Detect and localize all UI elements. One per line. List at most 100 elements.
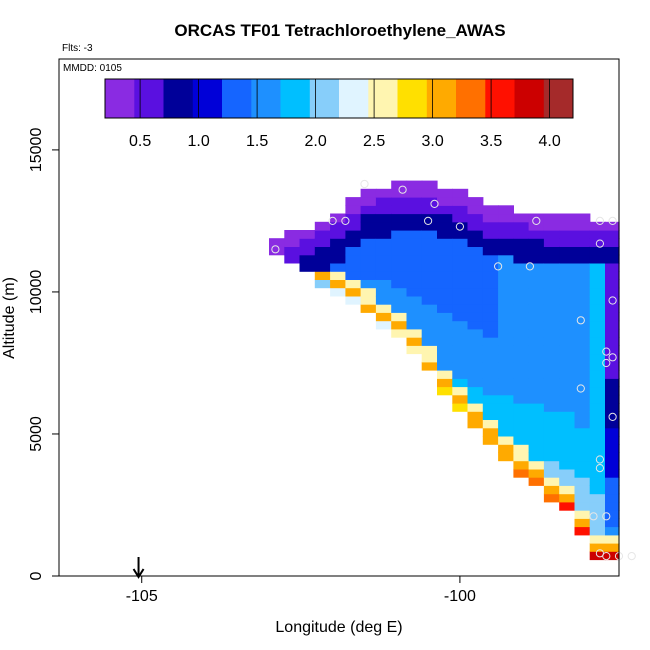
- heatmap-cell: [406, 304, 423, 313]
- heatmap-cell: [574, 411, 591, 420]
- heatmap-cell: [528, 345, 545, 355]
- heatmap-cell: [589, 543, 606, 552]
- heatmap-cell: [589, 510, 606, 519]
- heatmap-cell: [559, 328, 576, 338]
- heatmap-cell: [543, 238, 560, 247]
- heatmap-cell: [437, 295, 453, 305]
- heatmap-cell: [605, 411, 620, 420]
- heatmap-cell: [543, 403, 560, 412]
- heatmap-cell: [330, 287, 346, 297]
- heatmap-cell: [437, 213, 453, 223]
- heatmap-cell: [498, 263, 514, 272]
- heatmap-cell: [452, 304, 469, 313]
- heatmap-cell: [406, 345, 423, 355]
- heatmap-cell: [345, 295, 362, 305]
- heatmap-cell: [528, 230, 545, 239]
- heatmap-cell: [574, 279, 591, 289]
- colorbar-segment: [222, 79, 252, 118]
- heatmap-cell: [605, 386, 620, 396]
- heatmap-cell: [299, 230, 316, 239]
- heatmap-cell: [528, 386, 545, 396]
- heatmap-cell: [589, 526, 606, 536]
- heatmap-cell: [452, 361, 469, 371]
- heatmap-cell: [574, 452, 591, 462]
- heatmap-cell: [589, 328, 606, 338]
- heatmap-cell: [513, 460, 530, 470]
- heatmap-cell: [421, 328, 438, 338]
- heatmap-cell: [467, 386, 484, 396]
- heatmap-cell: [482, 295, 499, 305]
- x-axis-label: Longitude (deg E): [275, 619, 402, 636]
- heatmap-cell: [543, 485, 560, 495]
- observation-point: [430, 199, 439, 208]
- heatmap-cell: [452, 263, 469, 272]
- heatmap-cell: [498, 419, 514, 429]
- heatmap-cell: [589, 468, 606, 478]
- heatmap-cell: [589, 345, 606, 355]
- heatmap-cell: [375, 221, 392, 231]
- heatmap-cell: [437, 287, 453, 297]
- colorbar-segment: [339, 79, 369, 118]
- heatmap-cell: [391, 188, 408, 198]
- heatmap-cell: [498, 295, 514, 305]
- heatmap-cell: [513, 444, 530, 453]
- observation-point: [602, 512, 611, 521]
- heatmap-cell: [589, 271, 606, 280]
- heatmap-cell: [513, 411, 530, 420]
- heatmap-cell: [482, 386, 499, 396]
- colorbar-segment: [456, 79, 486, 118]
- heatmap-cell: [574, 460, 591, 470]
- heatmap-cell: [314, 254, 331, 264]
- heatmap-cell: [559, 320, 576, 330]
- heatmap-cell: [467, 304, 484, 313]
- heatmap-cell: [513, 328, 530, 338]
- heatmap-cell: [314, 279, 331, 289]
- heatmap-cell: [437, 337, 453, 346]
- heatmap-cell: [528, 403, 545, 412]
- colorbar-segment: [426, 79, 457, 118]
- heatmap-cell: [498, 205, 514, 215]
- heatmap-cell: [528, 460, 545, 470]
- heatmap-cell: [559, 353, 576, 363]
- heatmap-cell: [437, 353, 453, 363]
- heatmap-cell: [559, 411, 576, 420]
- heatmap-cell: [528, 328, 545, 338]
- heatmap-cell: [437, 205, 453, 215]
- heatmap-cell: [574, 328, 591, 338]
- heatmap-cell: [589, 353, 606, 363]
- heatmap-cell: [421, 254, 438, 264]
- heatmap-cell: [360, 230, 377, 239]
- heatmap-cell: [605, 230, 620, 239]
- heatmap-cell: [589, 403, 606, 412]
- heatmap-cell: [574, 493, 591, 503]
- heatmap-cell: [513, 221, 530, 231]
- heatmap-cell: [605, 328, 620, 338]
- heatmap-cell: [543, 386, 560, 396]
- heatmap-cell: [513, 230, 530, 239]
- heatmap-cell: [482, 287, 499, 297]
- observation-point: [595, 239, 605, 248]
- observation-point: [576, 316, 585, 325]
- heatmap-cell: [345, 230, 362, 239]
- heatmap-cell: [467, 271, 484, 280]
- heatmap-cell: [574, 394, 591, 404]
- heatmap-cell: [574, 386, 591, 396]
- heatmap-cell: [513, 263, 530, 272]
- heatmap-cell: [543, 444, 560, 453]
- heatmap-cell: [406, 246, 423, 256]
- heatmap-cell: [467, 279, 484, 289]
- y-tick-label: 0: [28, 571, 45, 580]
- heatmap-cell: [543, 213, 560, 223]
- heatmap-cell: [482, 312, 499, 322]
- heatmap-cell: [467, 394, 484, 404]
- colorbar-segment: [368, 79, 398, 118]
- heatmap-cell: [513, 394, 530, 404]
- heatmap-cell: [452, 230, 469, 239]
- heatmap-cell: [391, 238, 408, 247]
- heatmap-cell: [375, 279, 392, 289]
- heatmap-cell: [482, 436, 499, 445]
- heatmap-cell: [391, 180, 408, 190]
- heatmap-cell: [513, 378, 530, 388]
- heatmap-cell: [528, 238, 545, 247]
- observation-point: [398, 185, 407, 194]
